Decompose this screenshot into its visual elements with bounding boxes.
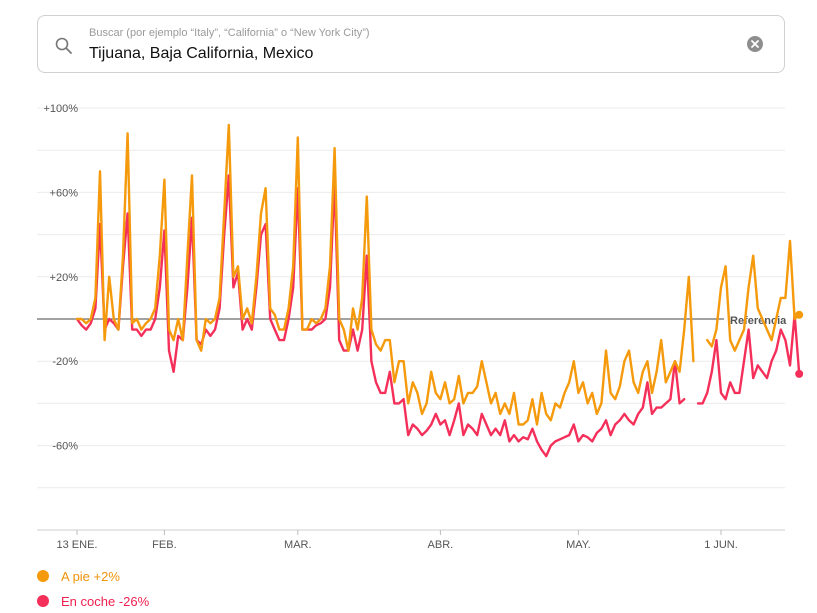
- clear-search-button[interactable]: [747, 36, 763, 52]
- baseline-label: Referencia: [730, 315, 787, 327]
- x-tick-label: 1 JUN.: [704, 539, 738, 551]
- legend-driving[interactable]: En coche -26%: [37, 594, 149, 609]
- y-tick-label: -60%: [52, 441, 78, 453]
- legend-driving-label: En coche -26%: [61, 594, 150, 609]
- legend-driving-dot: [37, 595, 49, 607]
- y-tick-label: +20%: [50, 272, 79, 284]
- x-tick-label: 13 ENE.: [57, 539, 98, 551]
- walking-end-point: [795, 310, 804, 319]
- x-tick-label: FEB.: [152, 539, 176, 551]
- x-tick-label: ABR.: [428, 539, 454, 551]
- y-tick-label: +60%: [50, 187, 79, 199]
- x-tick-label: MAR.: [284, 539, 312, 551]
- search-box[interactable]: Buscar (por ejemplo “Italy”, “California…: [37, 15, 785, 73]
- y-tick-label: -20%: [52, 356, 78, 368]
- search-placeholder: Buscar (por ejemplo “Italy”, “California…: [89, 27, 370, 39]
- legend-walking[interactable]: A pie +2%: [37, 569, 120, 584]
- driving-end-point: [795, 369, 804, 378]
- legend-walking-label: A pie +2%: [61, 569, 120, 584]
- legend-walking-dot: [37, 570, 49, 582]
- driving-series-line: [75, 174, 686, 458]
- search-input[interactable]: Tijuana, Baja California, Mexico: [89, 45, 314, 62]
- walking-series-line: [75, 123, 695, 426]
- close-circle-icon: [751, 40, 759, 48]
- driving-series-line: [696, 313, 801, 405]
- magnifier-icon: [54, 36, 74, 56]
- x-tick-label: MAY.: [566, 539, 591, 551]
- y-tick-label: +100%: [43, 103, 78, 115]
- walking-series-line: [706, 239, 801, 352]
